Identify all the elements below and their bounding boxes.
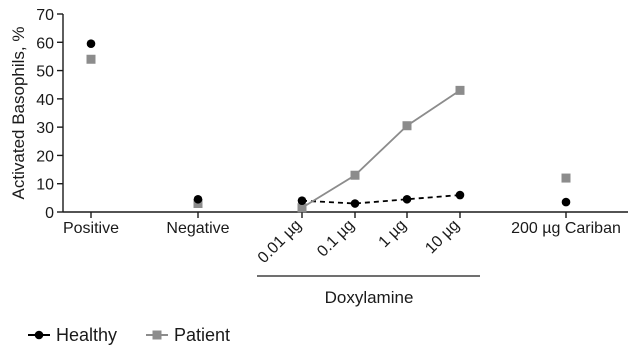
legend: Healthy Patient	[28, 325, 230, 345]
category-group: Doxylamine	[257, 275, 480, 307]
data-point-healthy	[455, 190, 465, 200]
y-tick-label: 30	[36, 120, 54, 137]
data-point-healthy	[193, 194, 203, 204]
y-tick-label: 50	[36, 64, 54, 81]
x-tick-label: 1 µg	[376, 217, 410, 251]
legend-marker-patient	[152, 330, 162, 340]
legend-marker-healthy	[34, 330, 44, 340]
data-point-patient	[561, 173, 571, 183]
y-tick-label: 10	[36, 177, 54, 194]
y-tick-label: 0	[45, 205, 54, 222]
x-ticks: Positive Negative 0.01 µg 0.1 µg 1 µg 10 µg 20…	[63, 212, 621, 267]
data-point-healthy	[86, 39, 96, 48]
axes	[62, 14, 628, 213]
data-point-patient	[402, 121, 412, 131]
series-lines	[301, 89, 461, 209]
y-tick-label: 40	[36, 92, 54, 109]
data-point-patient	[297, 203, 307, 213]
series-line-healthy	[301, 194, 461, 205]
series-points	[86, 39, 571, 213]
legend-label-patient: Patient	[174, 325, 230, 345]
y-axis-label: Activated Basophils, %	[9, 27, 28, 200]
x-tick-label: Positive	[63, 220, 119, 237]
x-tick-label: 200 µg Cariban	[511, 220, 621, 237]
data-point-patient	[86, 54, 96, 64]
x-tick-label: 10 µg	[422, 217, 463, 258]
data-point-patient	[455, 85, 465, 95]
legend-label-healthy: Healthy	[56, 325, 117, 345]
group-label: Doxylamine	[325, 288, 414, 307]
y-tick-label: 60	[36, 35, 54, 52]
series-line-patient	[301, 89, 461, 209]
x-tick-label: 0.1 µg	[314, 217, 358, 261]
data-point-healthy	[561, 197, 571, 207]
y-tick-label: 70	[36, 7, 54, 24]
data-point-patient	[350, 170, 360, 180]
data-point-healthy	[297, 196, 307, 205]
y-tick-label: 20	[36, 148, 54, 165]
y-ticks: 0 10 20 30 40 50 60 70	[36, 7, 63, 222]
data-point-healthy	[350, 199, 360, 208]
data-point-healthy	[402, 194, 412, 204]
x-tick-label: 0.01 µg	[255, 217, 305, 267]
x-tick-label: Negative	[166, 220, 229, 237]
